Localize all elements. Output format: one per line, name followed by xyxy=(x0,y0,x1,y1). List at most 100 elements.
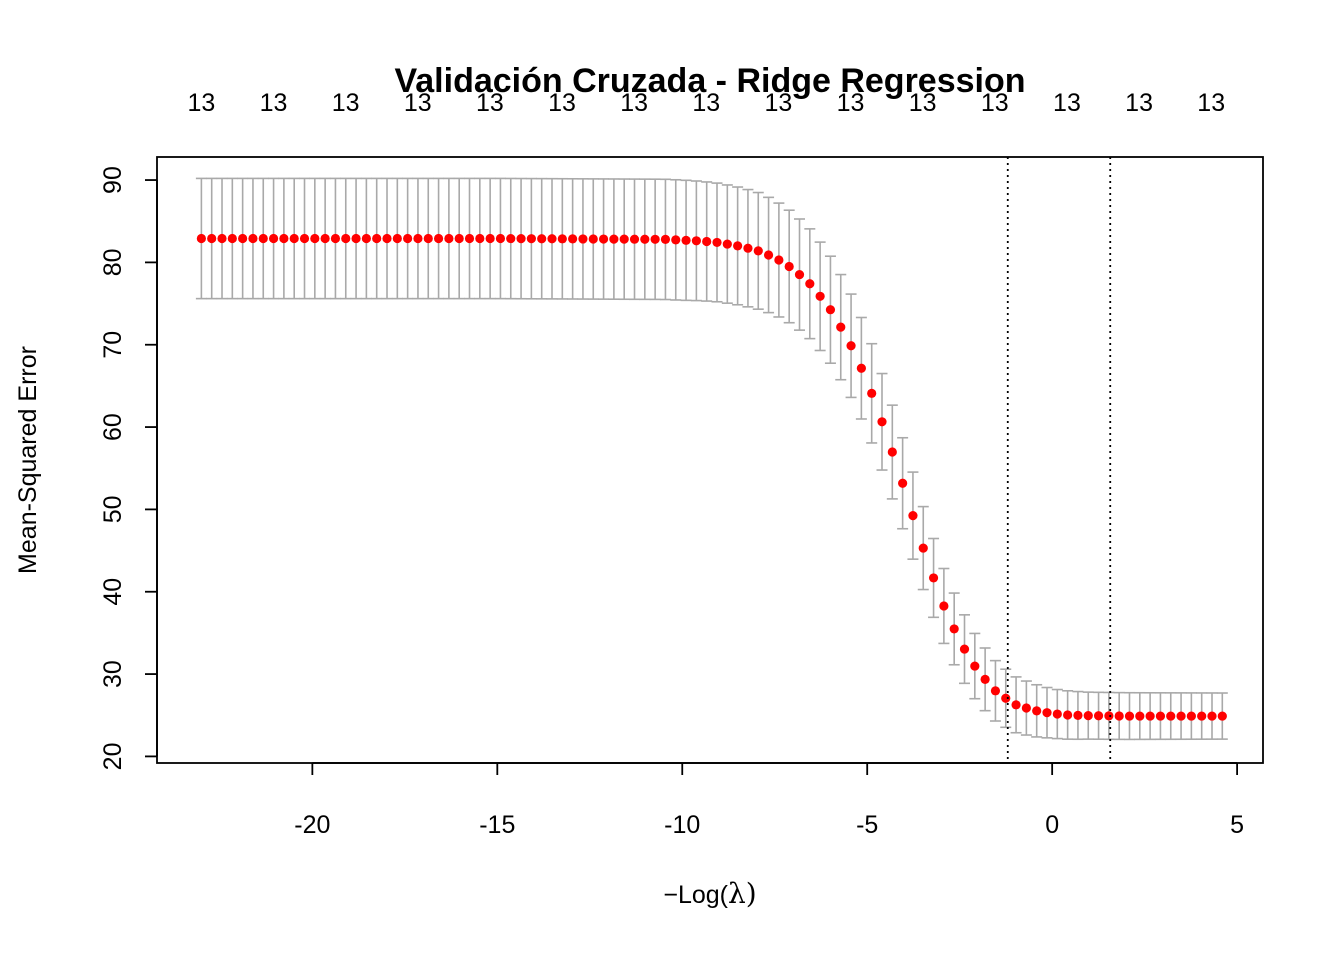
mse-point xyxy=(372,233,382,244)
mse-point xyxy=(1093,711,1104,721)
mse-point xyxy=(361,233,371,244)
mse-point xyxy=(856,363,866,373)
mse-point xyxy=(289,233,299,244)
mse-point xyxy=(464,233,475,244)
mse-point xyxy=(1155,711,1166,721)
mse-point xyxy=(1217,711,1227,721)
mse-point xyxy=(423,233,433,244)
mse-point xyxy=(258,233,268,244)
mse-point xyxy=(949,624,959,634)
mse-point xyxy=(330,233,341,244)
x-tick-label: 5 xyxy=(1230,811,1244,839)
mse-point xyxy=(1011,700,1021,710)
mse-point xyxy=(516,234,526,244)
mse-point xyxy=(495,233,506,244)
x-tick-label: -15 xyxy=(479,811,515,839)
y-tick-label: 80 xyxy=(99,248,127,276)
x-axis: -20 -15 -10 -5 0 5 xyxy=(294,762,1244,839)
mse-point xyxy=(1145,711,1155,721)
mse-point xyxy=(403,233,413,244)
top-axis-label: 13 xyxy=(1125,89,1153,117)
mse-point xyxy=(702,236,712,247)
top-axis-label: 13 xyxy=(548,89,576,117)
top-axis-label: 13 xyxy=(404,89,432,117)
mse-point xyxy=(867,388,877,398)
mse-point xyxy=(805,279,815,289)
mse-point xyxy=(784,261,794,272)
lambda-symbol: λ xyxy=(728,877,746,910)
mse-point xyxy=(1001,693,1011,703)
top-axis-labels: 13 13 13 13 13 13 13 13 13 13 13 13 13 13 13 xyxy=(187,89,1225,117)
x-tick-label: 0 xyxy=(1045,811,1059,839)
mse-point xyxy=(1021,703,1031,713)
mse-point xyxy=(196,233,206,244)
mse-point xyxy=(846,341,856,351)
x-axis-title-suffix: ) xyxy=(746,877,757,910)
mse-point xyxy=(815,291,825,301)
top-axis-label: 13 xyxy=(837,89,865,117)
mse-point xyxy=(970,661,980,671)
mse-point xyxy=(557,234,567,244)
mse-point xyxy=(650,234,660,244)
mse-point xyxy=(908,511,918,521)
mse-point xyxy=(898,478,908,488)
mse-point xyxy=(1104,711,1114,721)
mse-point xyxy=(1207,711,1217,721)
mse-point xyxy=(660,234,671,245)
top-axis-label: 13 xyxy=(909,89,937,117)
mse-point xyxy=(918,543,928,553)
mse-points xyxy=(196,233,1227,721)
error-bars xyxy=(195,177,1228,741)
mse-point xyxy=(413,233,423,244)
mse-point xyxy=(733,241,743,251)
mse-point xyxy=(774,255,784,265)
mse-point xyxy=(382,233,392,244)
mse-point xyxy=(1083,711,1093,721)
mse-point xyxy=(320,233,330,244)
mse-point xyxy=(959,644,970,654)
mse-point xyxy=(279,233,289,244)
top-axis-label: 13 xyxy=(260,89,288,117)
x-tick-label: -10 xyxy=(664,811,700,839)
mse-point xyxy=(568,234,578,244)
y-tick-label: 60 xyxy=(99,413,127,441)
mse-point xyxy=(1197,711,1207,721)
mse-point xyxy=(433,233,444,244)
mse-point xyxy=(939,601,949,611)
y-tick-label: 90 xyxy=(99,166,127,194)
top-axis-label: 13 xyxy=(476,89,504,117)
mse-point xyxy=(980,674,990,684)
mse-point xyxy=(681,235,691,245)
y-tick-label: 40 xyxy=(99,578,127,606)
mse-point xyxy=(712,237,722,248)
x-axis-title: −Log(λ) xyxy=(663,877,756,910)
mse-point xyxy=(310,233,320,244)
top-axis-label: 13 xyxy=(332,89,360,117)
mse-point xyxy=(836,322,846,332)
mse-point xyxy=(877,417,887,427)
y-tick-label: 30 xyxy=(99,660,127,688)
mse-point xyxy=(887,447,897,457)
mse-point xyxy=(537,234,547,244)
mse-point xyxy=(598,234,609,244)
mse-point xyxy=(743,243,753,253)
mse-point xyxy=(547,234,557,244)
chart-title: Validación Cruzada - Ridge Regression xyxy=(394,62,1025,100)
mse-point xyxy=(485,233,495,244)
top-axis-label: 13 xyxy=(765,89,793,117)
top-axis-label: 13 xyxy=(1197,89,1225,117)
x-axis-title-text: Log( xyxy=(678,881,729,909)
mse-point xyxy=(526,234,536,244)
mse-point xyxy=(506,233,516,244)
mse-point xyxy=(1073,710,1083,721)
mse-point xyxy=(1063,710,1073,720)
mse-point xyxy=(588,234,598,244)
mse-point xyxy=(475,233,485,244)
x-tick-label: -5 xyxy=(856,811,878,839)
mse-point xyxy=(444,233,454,244)
y-tick-label: 50 xyxy=(99,495,127,523)
y-axis: 20 30 40 50 60 70 80 90 xyxy=(99,166,158,770)
top-axis-label: 13 xyxy=(692,89,720,117)
top-axis-label: 13 xyxy=(620,89,648,117)
